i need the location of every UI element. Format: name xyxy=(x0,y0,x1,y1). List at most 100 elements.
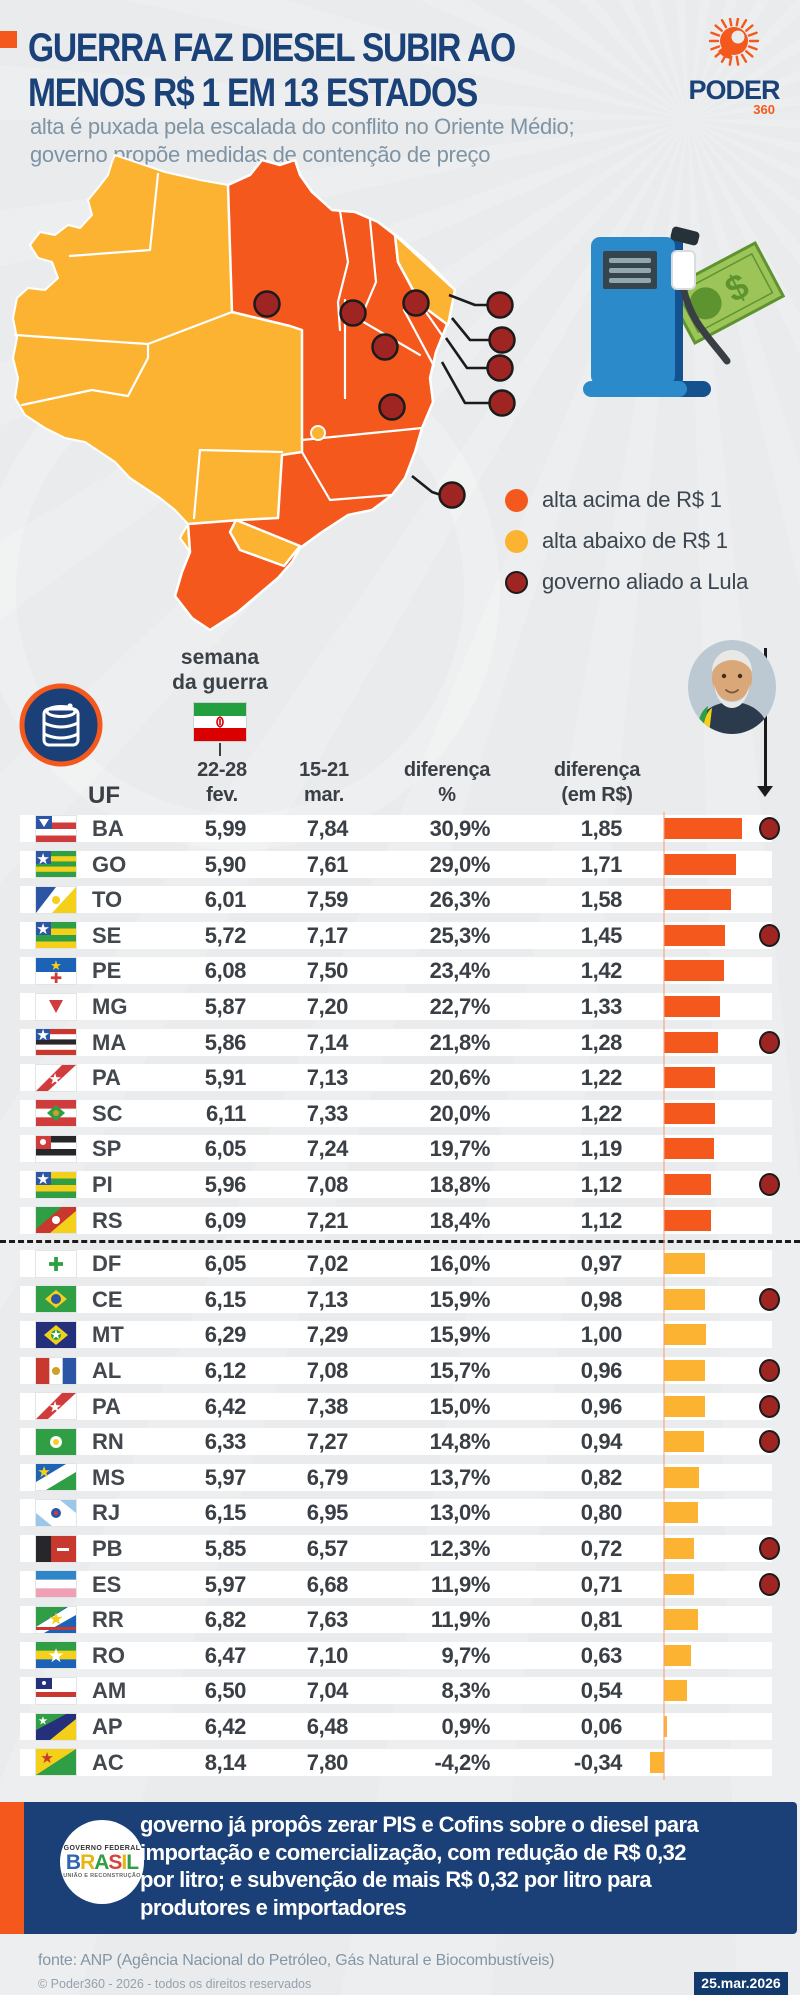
state-flag-icon-AP: ★ xyxy=(36,1713,76,1740)
diff-bar xyxy=(664,1431,704,1453)
pct-cell: 11,9% xyxy=(430,1607,491,1633)
price-feb-cell: 5,72 xyxy=(204,922,247,948)
price-mar-cell: 7,63 xyxy=(306,1607,349,1633)
price-mar-cell: 7,61 xyxy=(306,851,349,877)
uf-cell: BA xyxy=(92,816,124,841)
table-row: CE 6,15 7,13 15,9% 0,98 xyxy=(20,1285,780,1313)
price-feb-cell: 6,33 xyxy=(204,1429,247,1455)
price-mar-cell: 7,50 xyxy=(306,958,349,984)
svg-text:★: ★ xyxy=(40,1749,54,1767)
map-dot-SE xyxy=(488,389,516,417)
diff-cell: 1,42 xyxy=(580,958,623,984)
price-mar-cell: 7,33 xyxy=(306,1100,349,1126)
lula-allied-dot xyxy=(759,1430,780,1454)
pct-cell: 19,7% xyxy=(429,1136,491,1162)
state-flag-icon-MA: ★ xyxy=(36,1029,76,1056)
map-dot-PB xyxy=(488,326,516,354)
price-mar-cell: 7,80 xyxy=(306,1749,349,1775)
state-flag-icon-RJ xyxy=(36,1499,76,1526)
price-mar-cell: 7,08 xyxy=(306,1172,349,1197)
diff-cell: 0,94 xyxy=(580,1429,623,1455)
pct-cell: 14,8% xyxy=(429,1429,491,1455)
price-feb-cell: 6,05 xyxy=(204,1136,247,1162)
diff-cell: 0,96 xyxy=(580,1358,623,1383)
price-feb-cell: 6,29 xyxy=(204,1322,247,1348)
state-flag-icon-SP xyxy=(36,1135,76,1162)
state-flag-icon-RS xyxy=(36,1207,76,1234)
diff-bar xyxy=(664,924,726,946)
diff-cell: 1,22 xyxy=(580,1065,623,1091)
diff-cell: 0,81 xyxy=(580,1607,623,1633)
diff-bar xyxy=(664,1209,712,1231)
diff-cell: 0,80 xyxy=(580,1500,623,1526)
uf-cell: RR xyxy=(92,1607,124,1633)
state-flag-icon-PA: ★ xyxy=(36,1064,76,1091)
map-dot-AL xyxy=(486,354,514,382)
price-feb-cell: 6,82 xyxy=(204,1607,247,1633)
lula-allied-dot xyxy=(759,1173,780,1196)
diff-cell: 1,33 xyxy=(580,994,623,1019)
diff-cell: 0,06 xyxy=(580,1714,623,1739)
svg-text:★: ★ xyxy=(50,1328,62,1343)
pct-cell: 18,8% xyxy=(429,1172,491,1197)
state-flag-icon-PB xyxy=(36,1535,76,1562)
pct-cell: 15,0% xyxy=(429,1393,491,1419)
uf-cell: PA xyxy=(92,1065,121,1091)
state-flag-icon-DF: ✚ xyxy=(36,1250,76,1277)
pct-cell: 15,9% xyxy=(429,1322,491,1348)
price-mar-cell: 7,13 xyxy=(306,1286,349,1312)
diff-cell: 1,19 xyxy=(580,1136,623,1162)
poder360-logo: PODER 360 xyxy=(684,16,784,117)
pct-cell: 20,6% xyxy=(429,1065,491,1091)
price-feb-cell: 6,47 xyxy=(204,1642,247,1668)
svg-text:★: ★ xyxy=(48,1069,62,1087)
date-badge: 25.mar.2026 xyxy=(694,1972,788,1995)
col-header-reais: diferença (em R$) xyxy=(553,759,641,806)
price-feb-cell: 6,09 xyxy=(204,1207,247,1233)
uf-cell: MT xyxy=(92,1322,124,1348)
price-feb-cell: 5,96 xyxy=(204,1172,247,1197)
uf-cell: MG xyxy=(92,994,128,1019)
pct-cell: 13,7% xyxy=(429,1464,491,1490)
price-feb-cell: 8,14 xyxy=(204,1749,247,1775)
price-mar-cell: 7,20 xyxy=(306,994,349,1019)
diff-bar xyxy=(664,1395,705,1417)
uf-cell: TO xyxy=(92,887,123,913)
price-feb-cell: 5,86 xyxy=(204,1029,247,1055)
legend-label: governo aliado a Lula xyxy=(542,569,749,594)
diff-bar xyxy=(664,853,737,875)
price-feb-cell: 5,85 xyxy=(204,1536,247,1561)
map-dot-PI xyxy=(371,333,399,361)
state-flag-icon-PA: ★ xyxy=(36,1393,76,1420)
legend-label: alta acima de R$ 1 xyxy=(542,487,722,512)
map-dot-MA xyxy=(339,299,367,327)
diff-bar xyxy=(664,1680,687,1702)
svg-text:✚: ✚ xyxy=(48,1253,64,1276)
iran-flag-icon xyxy=(194,703,246,741)
poder-logo-360: 360 xyxy=(753,102,775,117)
uf-cell: PA xyxy=(92,1393,121,1419)
poder360-sunburst-icon xyxy=(708,16,760,66)
legend-item-0: alta acima de R$ 1 xyxy=(505,486,748,514)
table-row: PB 5,85 6,57 12,3% 0,72 xyxy=(20,1535,780,1562)
price-feb-cell: 6,42 xyxy=(204,1714,247,1739)
col-header-feb: 22-28 fev. xyxy=(197,759,247,806)
state-flag-icon-GO: ★ xyxy=(36,851,76,878)
map-dot-PA xyxy=(253,290,281,318)
diff-cell: 0,82 xyxy=(580,1464,623,1490)
diff-cell: 1,22 xyxy=(580,1100,623,1126)
map-dot-ES xyxy=(438,481,466,509)
table-row: ✚ DF 6,05 7,02 16,0% 0,97 xyxy=(20,1250,772,1278)
price-feb-cell: 6,11 xyxy=(205,1100,246,1126)
pct-cell: 29,0% xyxy=(429,851,491,877)
svg-text:★: ★ xyxy=(36,851,50,868)
lula-allied-dot xyxy=(759,1572,780,1596)
diff-cell: 1,12 xyxy=(580,1172,623,1197)
government-banner: GOVERNO FEDERAL BRASIL UNIÃO E RECONSTRU… xyxy=(24,1802,797,1934)
state-flag-icon-CE xyxy=(36,1286,76,1313)
table-row: RS 6,09 7,21 18,4% 1,12 xyxy=(20,1206,772,1234)
table-row: AL 6,12 7,08 15,7% 0,96 xyxy=(20,1357,780,1384)
diff-bar xyxy=(664,1138,715,1160)
pct-cell: 20,0% xyxy=(429,1100,491,1126)
uf-cell: GO xyxy=(92,851,127,877)
